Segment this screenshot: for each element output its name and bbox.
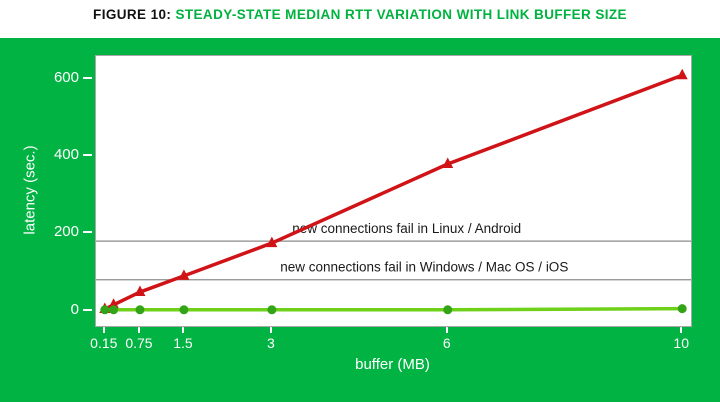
series-marker-circle (443, 305, 453, 315)
y-tick-label: 400 (53, 146, 79, 164)
series-marker-triangle (266, 236, 278, 248)
series-marker-circle (267, 305, 277, 315)
plot-area: new connections fail in Linux / Android n… (95, 55, 692, 327)
y-tick-label: 200 (53, 223, 79, 241)
y-tick-mark (83, 308, 92, 311)
series-marker-circle (100, 305, 110, 315)
x-tick-mark (445, 327, 448, 333)
series-marker-circle (135, 305, 145, 315)
x-tick-label: 1.5 (173, 335, 193, 351)
series-marker-triangle (676, 68, 688, 80)
x-tick-mark (102, 327, 105, 333)
x-axis-label: buffer (MB) (355, 356, 430, 373)
series-marker-triangle (134, 285, 146, 297)
figure-title-text: STEADY-STATE MEDIAN RTT VARIATION WITH L… (175, 7, 627, 22)
x-tick-label: 3 (266, 335, 275, 351)
annotation-label: new connections fail in Linux / Android (292, 221, 521, 236)
chart-panel: latency (sec.) new connections fail in L… (0, 38, 720, 402)
x-tick-label: 0.15 (90, 335, 118, 351)
x-tick-mark (269, 327, 272, 333)
x-tick-mark (181, 327, 184, 333)
y-tick-label: 600 (53, 69, 79, 87)
x-tick-mark (137, 327, 140, 333)
series-marker-circle (179, 305, 189, 315)
x-tick-label: 0.75 (125, 335, 153, 351)
series-marker-triangle (108, 298, 120, 309)
series-marker-circle (109, 305, 119, 315)
y-tick-mark (83, 231, 92, 234)
figure-title-prefix: FIGURE 10: (93, 7, 176, 22)
figure-title: FIGURE 10: STEADY-STATE MEDIAN RTT VARIA… (0, 7, 720, 22)
x-tick-label: 6 (442, 335, 451, 351)
y-tick-label: 0 (70, 300, 79, 318)
x-tick-mark (680, 327, 683, 333)
y-tick-mark (83, 154, 92, 157)
annotation-label: new connections fail in Windows / Mac OS… (280, 260, 568, 275)
series-marker-triangle (442, 157, 454, 168)
series-line (104, 306, 683, 312)
plot-svg: new connections fail in Linux / Android n… (96, 68, 691, 315)
x-tick-label: 10 (673, 335, 689, 351)
y-tick-mark (83, 77, 92, 80)
y-axis-label: latency (sec.) (21, 145, 39, 235)
series-marker-circle (677, 304, 687, 314)
series-marker-triangle (178, 269, 190, 280)
